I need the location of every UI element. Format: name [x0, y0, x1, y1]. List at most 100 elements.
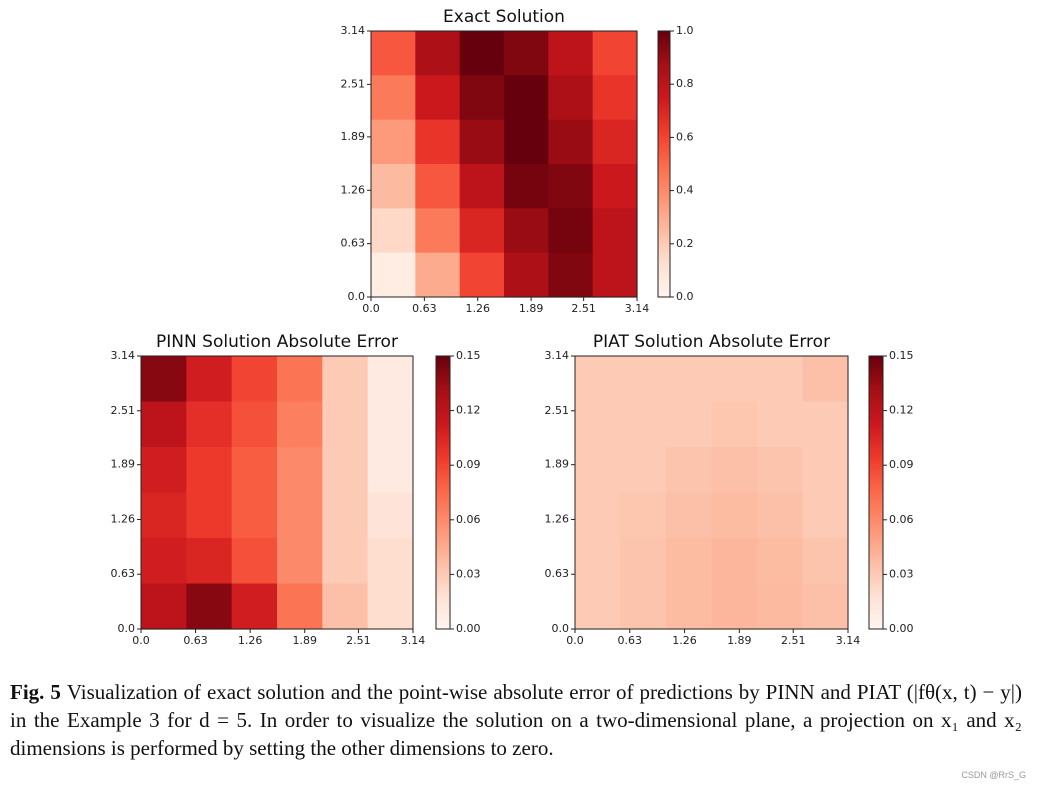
colorbar-tick-label: 0.06 — [889, 513, 914, 526]
y-tick-label: 0.0 — [348, 290, 366, 303]
heatmap-cell — [322, 447, 369, 494]
heatmap-cell — [371, 31, 416, 76]
heatmap-cell — [231, 356, 278, 403]
x-tick-label: 3.14 — [401, 634, 426, 647]
heatmap-cell — [186, 583, 233, 630]
heatmap-cell — [548, 252, 594, 298]
heatmap-cell — [711, 583, 758, 630]
heatmap-cell — [186, 538, 233, 585]
heatmap-cell — [504, 119, 549, 165]
x-tick-label: 2.51 — [571, 302, 596, 315]
x-tick-label: 2.51 — [781, 634, 806, 647]
heatmap-cell — [504, 75, 549, 121]
heatmap-cell — [548, 31, 594, 76]
x-tick-label: 0.0 — [362, 302, 380, 315]
heatmap-cell — [711, 447, 758, 494]
heatmap-cell — [459, 31, 505, 76]
heatmap-cell — [666, 538, 713, 585]
colorbar-tick-label: 1.0 — [676, 24, 694, 37]
colorbar-tick-label: 0.4 — [676, 184, 694, 197]
heatmap-cell — [277, 583, 323, 630]
plot-frame — [574, 355, 849, 630]
heatmap-cell — [666, 583, 713, 630]
heatmap-cell — [802, 538, 849, 585]
heatmap-cell — [415, 252, 461, 298]
heatmap-cell — [415, 75, 461, 121]
heatmap-cell — [620, 356, 667, 403]
colorbar-tick-label: 0.15 — [456, 349, 481, 362]
heatmap-cell — [575, 538, 622, 585]
colorbar-tick-label: 0.12 — [889, 404, 914, 417]
heatmap-cell — [666, 492, 713, 539]
y-tick-label: 0.63 — [341, 237, 366, 250]
heatmap-cell — [141, 583, 187, 630]
colorbar-tick-label: 0.2 — [676, 237, 694, 250]
heatmap-cell — [666, 401, 713, 448]
x-tick-label: 0.63 — [183, 634, 208, 647]
heatmap-cell — [415, 208, 461, 254]
heatmap-cell — [459, 164, 505, 209]
heatmap-cell — [141, 492, 187, 539]
heatmap-cell — [367, 356, 414, 403]
heatmap-cell — [186, 492, 233, 539]
y-tick-label: 0.0 — [118, 622, 136, 635]
y-tick-label: 3.14 — [111, 349, 136, 362]
chart-title: PINN Solution Absolute Error — [156, 332, 398, 352]
heatmap-cell — [231, 583, 278, 630]
heatmap-cell — [415, 164, 461, 209]
heatmap-cell — [415, 31, 461, 76]
y-tick-label: 2.51 — [545, 404, 570, 417]
heatmap-cell — [141, 447, 187, 494]
heatmap-cell — [757, 356, 804, 403]
watermark: CSDN @RrS_G — [961, 770, 1026, 780]
colorbar-tick-label: 0.0 — [676, 290, 694, 303]
heatmap-cell — [371, 164, 416, 209]
plot-frame — [140, 355, 414, 630]
heatmap-cell — [620, 447, 667, 494]
x-tick-label: 3.14 — [625, 302, 650, 315]
heatmap-cell — [371, 119, 416, 165]
y-tick-label: 1.26 — [111, 512, 136, 525]
y-tick-label: 1.89 — [545, 458, 570, 471]
x-tick-label: 0.0 — [566, 634, 584, 647]
heatmap-cell — [322, 492, 369, 539]
heatmap-cell — [711, 356, 758, 403]
y-tick-label: 1.89 — [341, 130, 366, 143]
heatmap-cell — [757, 401, 804, 448]
heatmap-cell — [548, 164, 594, 209]
heatmap-cell — [231, 447, 278, 494]
y-tick-label: 0.63 — [545, 567, 570, 580]
x-tick-label: 1.26 — [238, 634, 263, 647]
heatmap-cell — [802, 356, 849, 403]
heatmap-cell — [367, 538, 414, 585]
chart-title: PIAT Solution Absolute Error — [593, 332, 830, 352]
heatmap-cell — [802, 447, 849, 494]
heatmap-cell — [231, 538, 278, 585]
heatmap-cell — [711, 538, 758, 585]
heatmap-cell — [592, 164, 638, 209]
heatmap-cell — [231, 401, 278, 448]
heatmap-cell — [231, 492, 278, 539]
colorbar-tick-label: 0.09 — [889, 458, 914, 471]
heatmap-cell — [620, 401, 667, 448]
heatmap-cell — [322, 401, 369, 448]
heatmap-cell — [322, 583, 369, 630]
heatmap-cell — [548, 119, 594, 165]
heatmap-cell — [620, 583, 667, 630]
heatmap-cell — [141, 401, 187, 448]
heatmap-cell — [592, 119, 638, 165]
heatmap-cell — [548, 75, 594, 121]
x-tick-label: 0.0 — [132, 634, 150, 647]
heatmap-cell — [802, 583, 849, 630]
heatmap-cell — [459, 252, 505, 298]
y-tick-label: 1.89 — [111, 458, 136, 471]
colorbar-tick-label: 0.15 — [889, 349, 914, 362]
y-tick-label: 1.26 — [545, 512, 570, 525]
heatmap-cell — [367, 492, 414, 539]
colorbar-tick-label: 0.00 — [889, 622, 914, 635]
x-tick-label: 0.63 — [618, 634, 643, 647]
caption-label: Fig. 5 — [10, 680, 61, 704]
heatmap-cell — [367, 401, 414, 448]
heatmap-cell — [504, 208, 549, 254]
heatmap-cell — [371, 252, 416, 298]
